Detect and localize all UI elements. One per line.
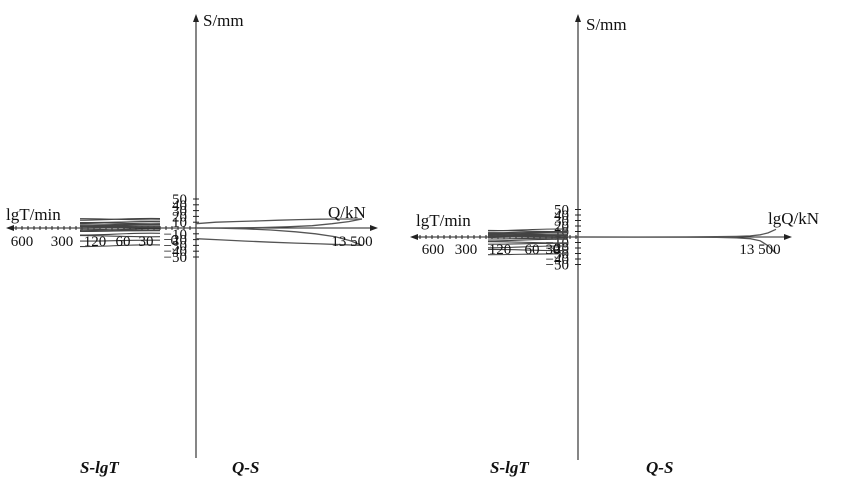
s-lgt-level-line: [79, 230, 161, 233]
s-lgt-level-line: [79, 235, 161, 238]
s-lgt-level-line: [487, 248, 569, 252]
s-axis-tick-label: −50: [546, 258, 569, 274]
s-axis-label: S/mm: [203, 11, 244, 30]
s-lgt-level-line: [79, 218, 161, 221]
q-axis-arrow: [784, 234, 792, 240]
t-axis-arrow: [410, 234, 418, 240]
q-axis-label: lgQ/kN: [768, 209, 819, 228]
s-axis-tick-label: −20: [546, 241, 569, 257]
s-lgt-level-line: [487, 245, 569, 249]
s-axis-arrow: [193, 14, 199, 22]
q-axis-max-label: 13 500: [331, 234, 372, 250]
t-axis-tick-label: 300: [455, 242, 478, 258]
s-lgt-level-line: [487, 253, 569, 256]
t-axis-tick-label: 600: [422, 242, 445, 258]
q-s-curve: [578, 228, 777, 238]
q-s-curve: [577, 236, 777, 254]
s-axis-zero-label: 0: [553, 242, 561, 258]
s-lgt-level-line: [487, 235, 569, 238]
q-s-curve: [195, 218, 363, 229]
s-lgt-level-line: [79, 244, 161, 248]
s-axis-tick-label: 40: [554, 208, 569, 224]
s-axis-label: S/mm: [586, 15, 627, 34]
t-axis-tick-label: 30: [139, 234, 154, 250]
s-lgt-caption: S-lgT: [490, 458, 529, 477]
s-lgt-caption: S-lgT: [80, 458, 119, 477]
q-s-caption: Q-S: [646, 458, 673, 477]
t-axis-tick-label: 300: [51, 234, 74, 250]
s-axis-tick-label: 20: [172, 209, 187, 225]
s-axis-tick-label: 50: [172, 192, 187, 208]
s-axis-tick-label: 10: [172, 215, 187, 231]
s-axis-tick-label: −30: [164, 238, 187, 254]
s-lgt-level-line: [79, 226, 161, 229]
s-lgt-level-line: [487, 238, 569, 242]
s-axis-tick-label: 40: [172, 198, 187, 214]
s-axis-tick-label: −20: [164, 233, 187, 249]
s-axis-tick-label: 50: [554, 203, 569, 219]
s-axis-tick-label: 30: [554, 214, 569, 230]
s-axis-tick-label: −50: [164, 250, 187, 266]
t-axis-tick-label: 120: [84, 234, 107, 250]
t-axis-tick-label: 60: [116, 234, 131, 250]
t-axis-tick-label: 60: [525, 242, 540, 258]
s-lgt-level-line: [79, 221, 161, 224]
s-axis-tick-label: 30: [172, 204, 187, 220]
s-lgt-level-line: [79, 239, 161, 242]
s-axis-tick-label: −40: [546, 252, 569, 268]
t-axis-tick-label: 120: [489, 242, 512, 258]
s-lgt-level-line: [487, 242, 569, 245]
q-s-caption: Q-S: [232, 458, 259, 477]
q-s-curve: [195, 227, 363, 247]
s-axis-arrow: [575, 14, 581, 22]
t-axis-label: lgT/min: [6, 205, 61, 224]
q-s-curve: [195, 218, 362, 225]
s-axis-tick-label: −10: [164, 227, 187, 243]
t-axis-arrow: [6, 225, 14, 231]
s-axis-tick-label: −40: [164, 244, 187, 260]
q-axis-max-label: 13 500: [739, 242, 780, 258]
q-axis-label: Q/kN: [328, 203, 366, 222]
s-lgt-level-line: [79, 232, 161, 236]
s-lgt-level-line: [487, 237, 569, 240]
t-axis-tick-label: 600: [11, 234, 34, 250]
s-axis-zero-label: 0: [171, 233, 179, 249]
t-axis-tick-label: 30: [546, 242, 561, 258]
t-axis-label: lgT/min: [416, 211, 471, 230]
q-axis-arrow: [370, 225, 378, 231]
q-s-curve: [195, 238, 363, 247]
